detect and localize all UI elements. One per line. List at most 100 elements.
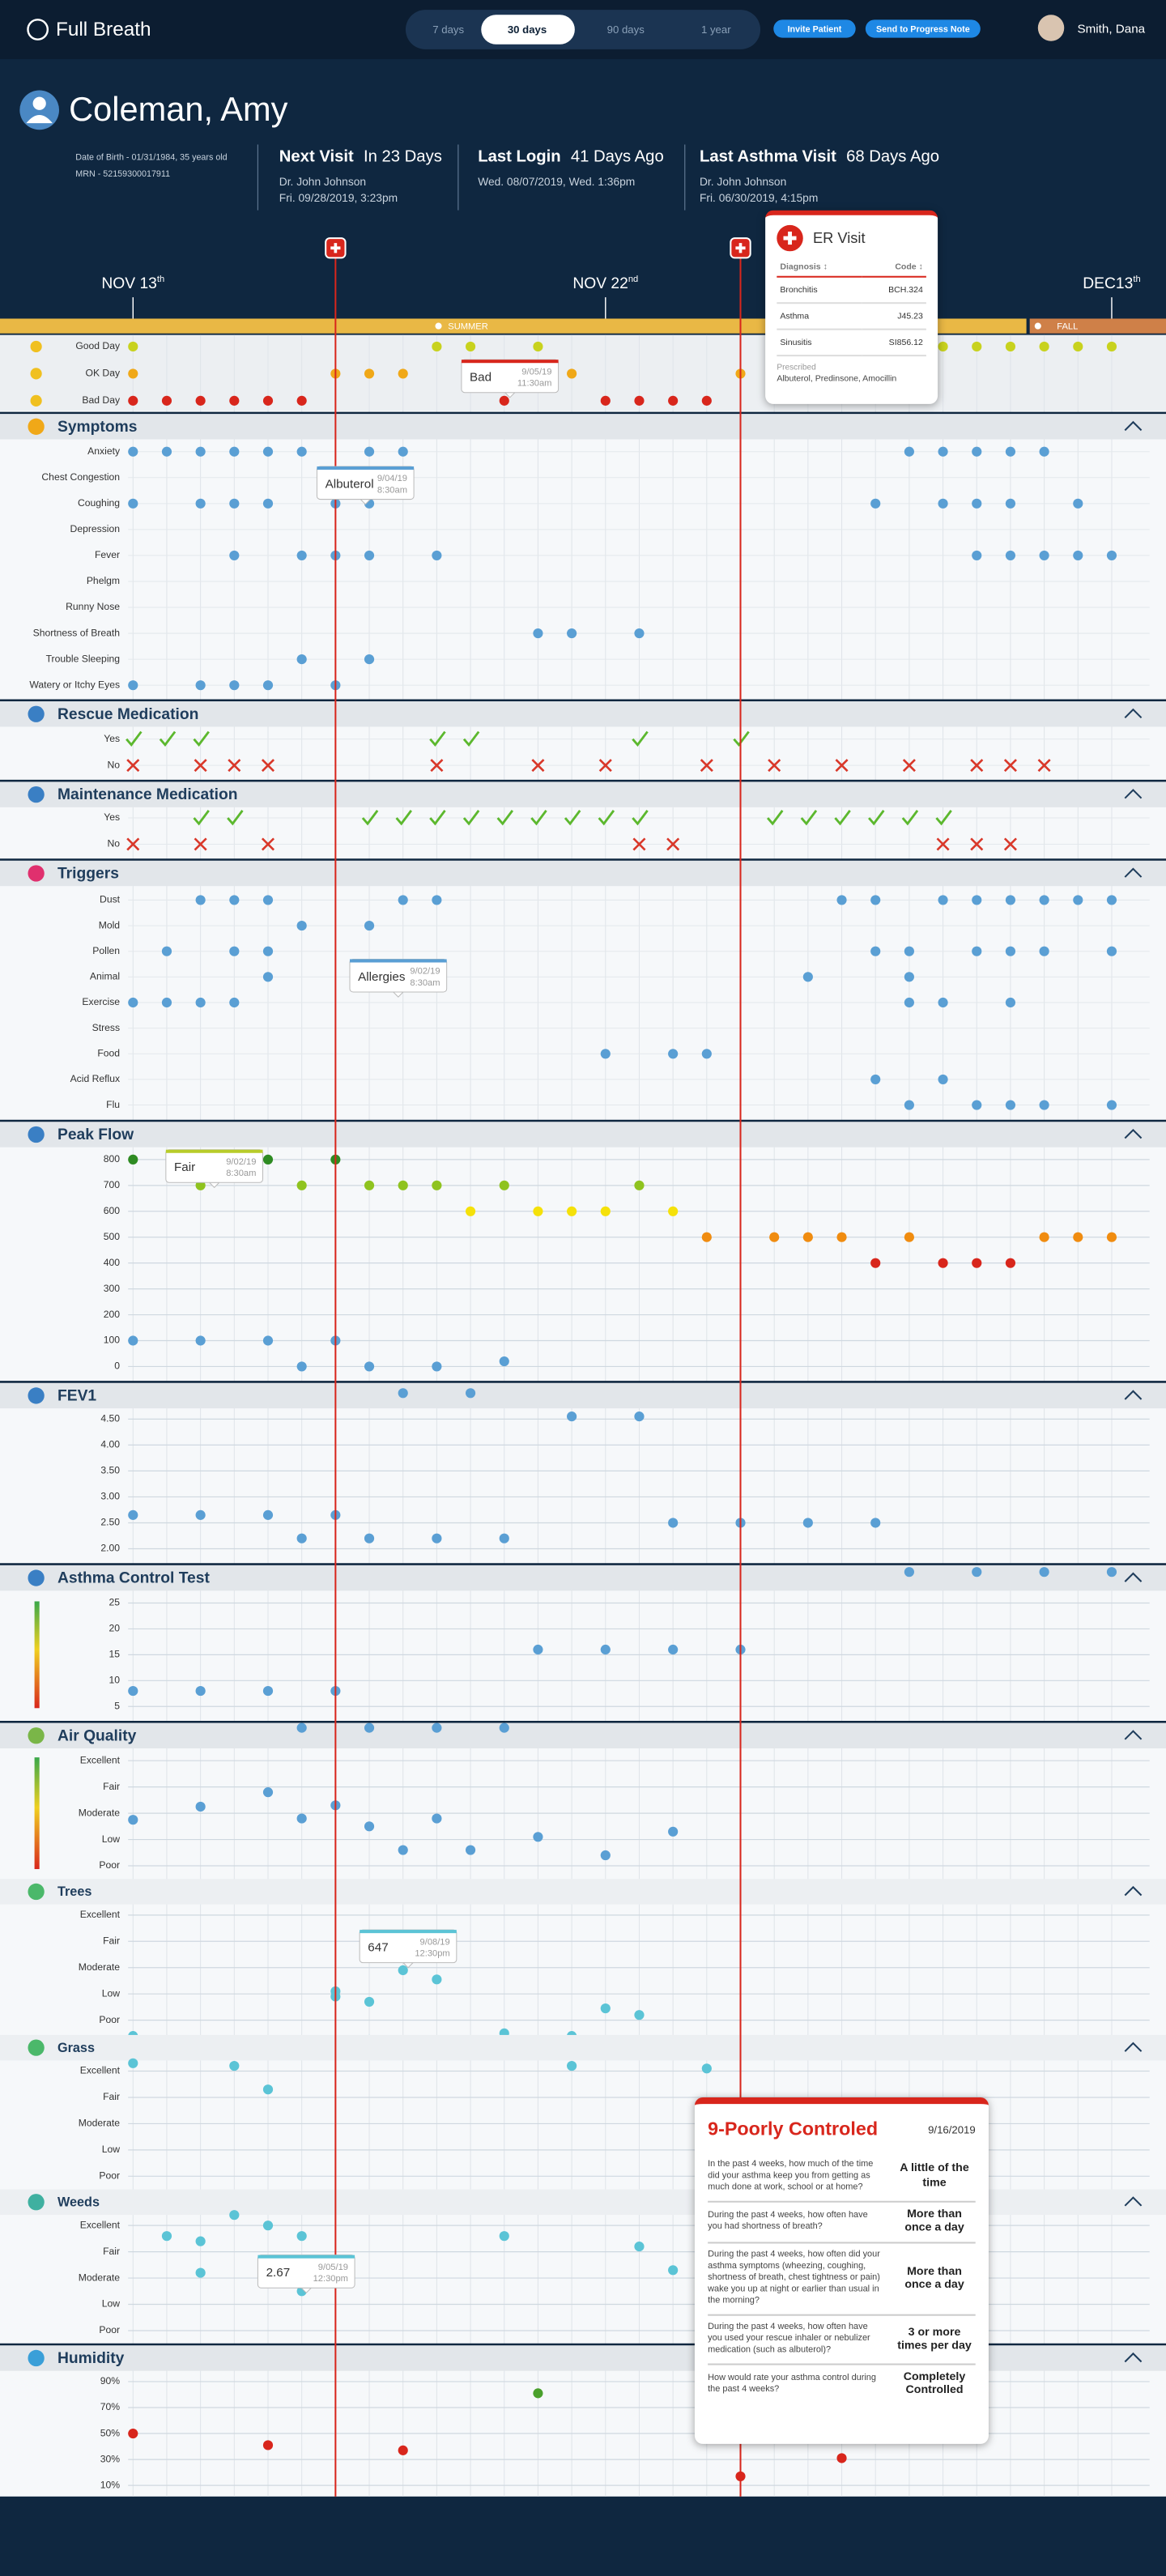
range-button[interactable]: 7 days [432,23,464,36]
collapse-caret[interactable] [1124,2196,1143,2207]
data-point [296,1533,307,1543]
check-mark [462,730,480,747]
section-icon [28,2194,45,2211]
symptom-dot [1005,997,1016,1008]
symptom-dot [195,498,206,509]
symptom-dot [229,498,240,509]
symptom-dot [972,550,982,561]
range-button[interactable]: 30 days [508,23,547,36]
data-point [634,2242,645,2252]
row-label: Acid Reflux [70,1073,120,1084]
collapse-caret[interactable] [1124,867,1143,878]
range-button[interactable]: 90 days [607,23,645,36]
data-point [195,1509,206,1520]
data-point [600,1850,611,1861]
symptom-dot [972,895,982,905]
action-label[interactable]: Send to Progress Note [876,24,970,34]
range-button[interactable]: 1 year [701,23,731,36]
data-point [432,1180,442,1190]
column-header[interactable]: Code ↕ [861,259,926,278]
data-point [364,1533,375,1543]
data-point [432,1722,442,1733]
symptom-dot [128,680,138,691]
section-icon [28,2349,45,2367]
check-mark [496,810,514,826]
y-tick-label: 25 [109,1597,121,1608]
collapse-caret[interactable] [1124,1885,1143,1897]
row-label: Food [97,1047,120,1058]
date-label: NOV 13th [101,275,164,292]
x-mark [194,759,207,773]
tooltip-time: 8:30am [226,1169,256,1178]
action-button[interactable] [773,19,856,38]
symptom-dot [1005,1100,1016,1110]
collapse-caret[interactable] [1124,1390,1143,1400]
visit-value: 68 Days Ago [846,148,939,166]
range-active[interactable] [481,15,575,45]
action-button[interactable] [865,19,981,38]
data-point [364,1361,375,1372]
section-header [0,1565,1166,1591]
collapse-caret[interactable] [1124,420,1143,432]
symptom-dot [1005,498,1016,509]
section-icon [28,418,45,435]
symptom-dot [229,997,240,1008]
data-point [128,1686,138,1697]
symptom-dot [262,972,274,982]
symptom-dot [1039,446,1049,457]
tooltip-time: 8:30am [410,978,440,988]
x-mark [430,759,444,773]
data-point [634,1180,645,1190]
act-item: During the past 4 weeks, how often have … [708,2314,976,2364]
symptom-dot [262,498,274,509]
tooltip-time: 8:30am [377,485,407,495]
data-point [128,1335,138,1346]
row-label: Flu [106,1099,120,1110]
mood-dot [600,395,611,406]
section-header [0,1879,1166,1905]
user-name[interactable]: Smith, Dana [1077,23,1145,36]
level-bar [34,1757,40,1870]
user-avatar[interactable] [1037,15,1065,41]
collapse-caret[interactable] [1124,1572,1143,1582]
collapse-caret[interactable] [1124,2352,1143,2363]
act-answer: 3 or more times per day [897,2327,972,2352]
collapse-caret[interactable] [1124,1730,1143,1740]
symptom-dot [296,550,307,561]
y-tick-label: Excellent [80,1909,121,1920]
x-mark [768,759,781,773]
data-point [195,1801,206,1812]
y-tick-label: 30% [100,2453,121,2464]
symptom-dot [1005,550,1016,561]
data-point [533,1206,543,1216]
symptom-dot [195,680,206,691]
mood-dot [1073,341,1083,352]
column-header[interactable]: Diagnosis ↕ [777,259,862,278]
collapse-caret[interactable] [1124,2042,1143,2052]
check-mark [901,810,919,826]
tooltip-date: 9/02/19 [410,967,440,977]
symptom-dot [1073,895,1083,905]
section-icon [28,1126,45,1143]
visit-line: Wed. 08/07/2019, Wed. 1:36pm [478,176,635,188]
date-label: DEC13th [1083,275,1140,292]
act-answer: A little of the time [900,2164,969,2189]
er-head: ER Visit [777,224,926,252]
section-title: Grass [57,2041,95,2055]
collapse-caret[interactable] [1124,789,1143,799]
action-label[interactable]: Invite Patient [788,24,842,34]
data-point [533,1832,543,1842]
data-point [398,2445,408,2455]
symptom-dot [1073,498,1083,509]
prescribed-label: Prescribed [777,363,816,373]
diagnosis-code: J45.23 [861,303,926,330]
symptom-dot [128,498,138,509]
symptom-dot [262,895,274,905]
section-icon [28,1727,45,1744]
data-point [499,1356,509,1367]
mood-dot [296,395,307,406]
y-tick-label: 800 [104,1153,121,1165]
mood-dot [668,395,679,406]
collapse-caret[interactable] [1124,1128,1143,1139]
collapse-caret[interactable] [1124,708,1143,719]
